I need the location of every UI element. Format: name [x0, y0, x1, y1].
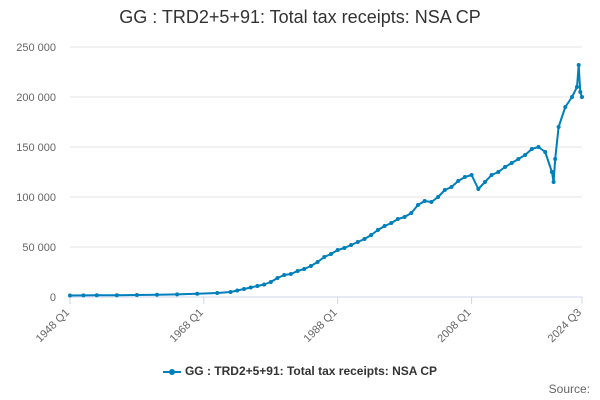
x-tick-label: 2024 Q3 [546, 307, 584, 345]
data-point [382, 224, 387, 228]
data-point [134, 293, 139, 297]
data-point [489, 173, 494, 177]
data-point [255, 284, 260, 288]
data-point [242, 287, 246, 291]
data-point [436, 195, 441, 199]
y-tick-label: 100 000 [16, 192, 56, 204]
data-point [349, 243, 354, 247]
series-line [69, 64, 583, 297]
data-point [295, 269, 300, 273]
data-point [462, 175, 467, 179]
data-point [268, 280, 273, 284]
data-point [308, 264, 313, 268]
x-tick-label: 1948 Q1 [34, 307, 72, 345]
data-point [442, 188, 447, 192]
data-point [416, 203, 420, 207]
grid-layer [70, 46, 582, 298]
data-point [523, 153, 528, 157]
data-point [68, 293, 72, 298]
data-point [503, 165, 507, 169]
data-point [570, 95, 574, 99]
data-point [302, 267, 307, 271]
data-point [81, 293, 86, 298]
data-point [551, 180, 556, 184]
data-point [369, 233, 374, 237]
data-point [556, 125, 561, 129]
y-tick-label: 250 000 [16, 42, 56, 54]
data-point [422, 199, 427, 203]
chart-title: GG : TRD2+5+91: Total tax receipts: NSA … [119, 7, 481, 27]
data-point [288, 272, 293, 276]
data-point [543, 150, 548, 154]
data-point [262, 282, 267, 287]
data-point [362, 237, 367, 241]
data-point [476, 187, 481, 191]
data-point [575, 85, 579, 89]
data-point [469, 173, 474, 177]
y-tick-label: 0 [50, 292, 56, 304]
data-point [235, 288, 240, 293]
legend-label: GG : TRD2+5+91: Total tax receipts: NSA … [184, 364, 438, 378]
data-point [402, 215, 407, 219]
data-point [509, 161, 514, 165]
data-point [578, 90, 583, 94]
data-point [429, 200, 434, 204]
data-point [536, 145, 541, 149]
series-layer [68, 63, 584, 298]
data-point [355, 240, 360, 244]
legend-line-marker-icon [162, 368, 181, 375]
data-point [496, 170, 501, 174]
x-tick-label: 1968 Q1 [168, 307, 206, 345]
data-point [553, 157, 558, 161]
data-point [329, 252, 333, 256]
data-point [516, 157, 521, 161]
data-point [228, 290, 233, 294]
y-tick-label: 50 000 [22, 242, 56, 254]
data-point [195, 291, 200, 296]
data-point [576, 63, 581, 67]
x-tick-label: 1988 Q1 [302, 307, 340, 345]
data-point [483, 180, 487, 184]
data-point [342, 246, 347, 250]
data-point [375, 228, 380, 232]
data-point [215, 291, 220, 295]
y-tick-label: 200 000 [16, 92, 56, 104]
data-point [563, 105, 568, 109]
data-point [335, 248, 340, 252]
data-point [275, 276, 280, 280]
data-point [529, 147, 534, 151]
axis-layer: 0 50 000 100 000 150 000 200 000 250 000 1948 … [16, 42, 584, 345]
data-point [315, 260, 320, 264]
data-point [389, 221, 394, 225]
data-point [449, 185, 454, 189]
y-tick-label: 150 000 [16, 142, 56, 154]
x-tick-label: 2008 Q1 [435, 307, 473, 345]
data-point [322, 255, 327, 259]
data-point [282, 273, 287, 277]
data-point [175, 292, 180, 297]
legend[interactable]: GG : TRD2+5+91: Total tax receipts: NSA … [0, 364, 600, 378]
data-point [580, 95, 584, 99]
data-point [248, 285, 253, 290]
data-point [409, 211, 414, 215]
source-label: Source: [548, 382, 590, 396]
data-point [395, 217, 400, 221]
data-point [94, 293, 99, 298]
data-point [114, 293, 119, 298]
data-point [549, 170, 554, 174]
data-point [456, 179, 461, 183]
data-point [155, 292, 159, 297]
